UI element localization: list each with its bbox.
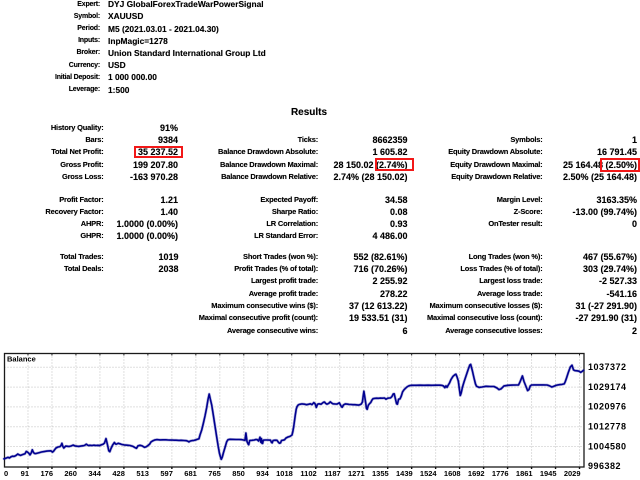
svg-text:1020976: 1020976: [588, 402, 627, 412]
svg-text:1861: 1861: [516, 469, 533, 478]
svg-text:0: 0: [4, 469, 8, 478]
svg-text:513: 513: [136, 469, 149, 478]
svg-text:428: 428: [112, 469, 125, 478]
svg-text:934: 934: [256, 469, 269, 478]
svg-text:260: 260: [64, 469, 77, 478]
svg-text:597: 597: [160, 469, 173, 478]
svg-text:1037372: 1037372: [588, 362, 627, 372]
svg-text:996382: 996382: [588, 461, 621, 471]
svg-text:681: 681: [184, 469, 197, 478]
svg-text:1776: 1776: [492, 469, 509, 478]
svg-text:344: 344: [88, 469, 101, 478]
svg-text:Balance: Balance: [7, 355, 36, 364]
svg-text:1355: 1355: [372, 469, 389, 478]
svg-text:765: 765: [208, 469, 221, 478]
svg-text:1004580: 1004580: [588, 441, 627, 451]
svg-text:1945: 1945: [540, 469, 557, 478]
svg-text:850: 850: [232, 469, 245, 478]
svg-text:1439: 1439: [396, 469, 413, 478]
svg-text:1029174: 1029174: [588, 382, 627, 392]
svg-text:1012778: 1012778: [588, 422, 627, 432]
svg-text:1524: 1524: [420, 469, 438, 478]
svg-text:2029: 2029: [564, 469, 581, 478]
svg-text:1187: 1187: [324, 469, 340, 478]
svg-text:1018: 1018: [276, 469, 293, 478]
svg-text:1692: 1692: [468, 469, 485, 478]
svg-text:1608: 1608: [444, 469, 461, 478]
svg-text:91: 91: [21, 469, 29, 478]
svg-text:1102: 1102: [300, 469, 316, 478]
svg-text:1271: 1271: [348, 469, 365, 478]
svg-text:176: 176: [40, 469, 53, 478]
